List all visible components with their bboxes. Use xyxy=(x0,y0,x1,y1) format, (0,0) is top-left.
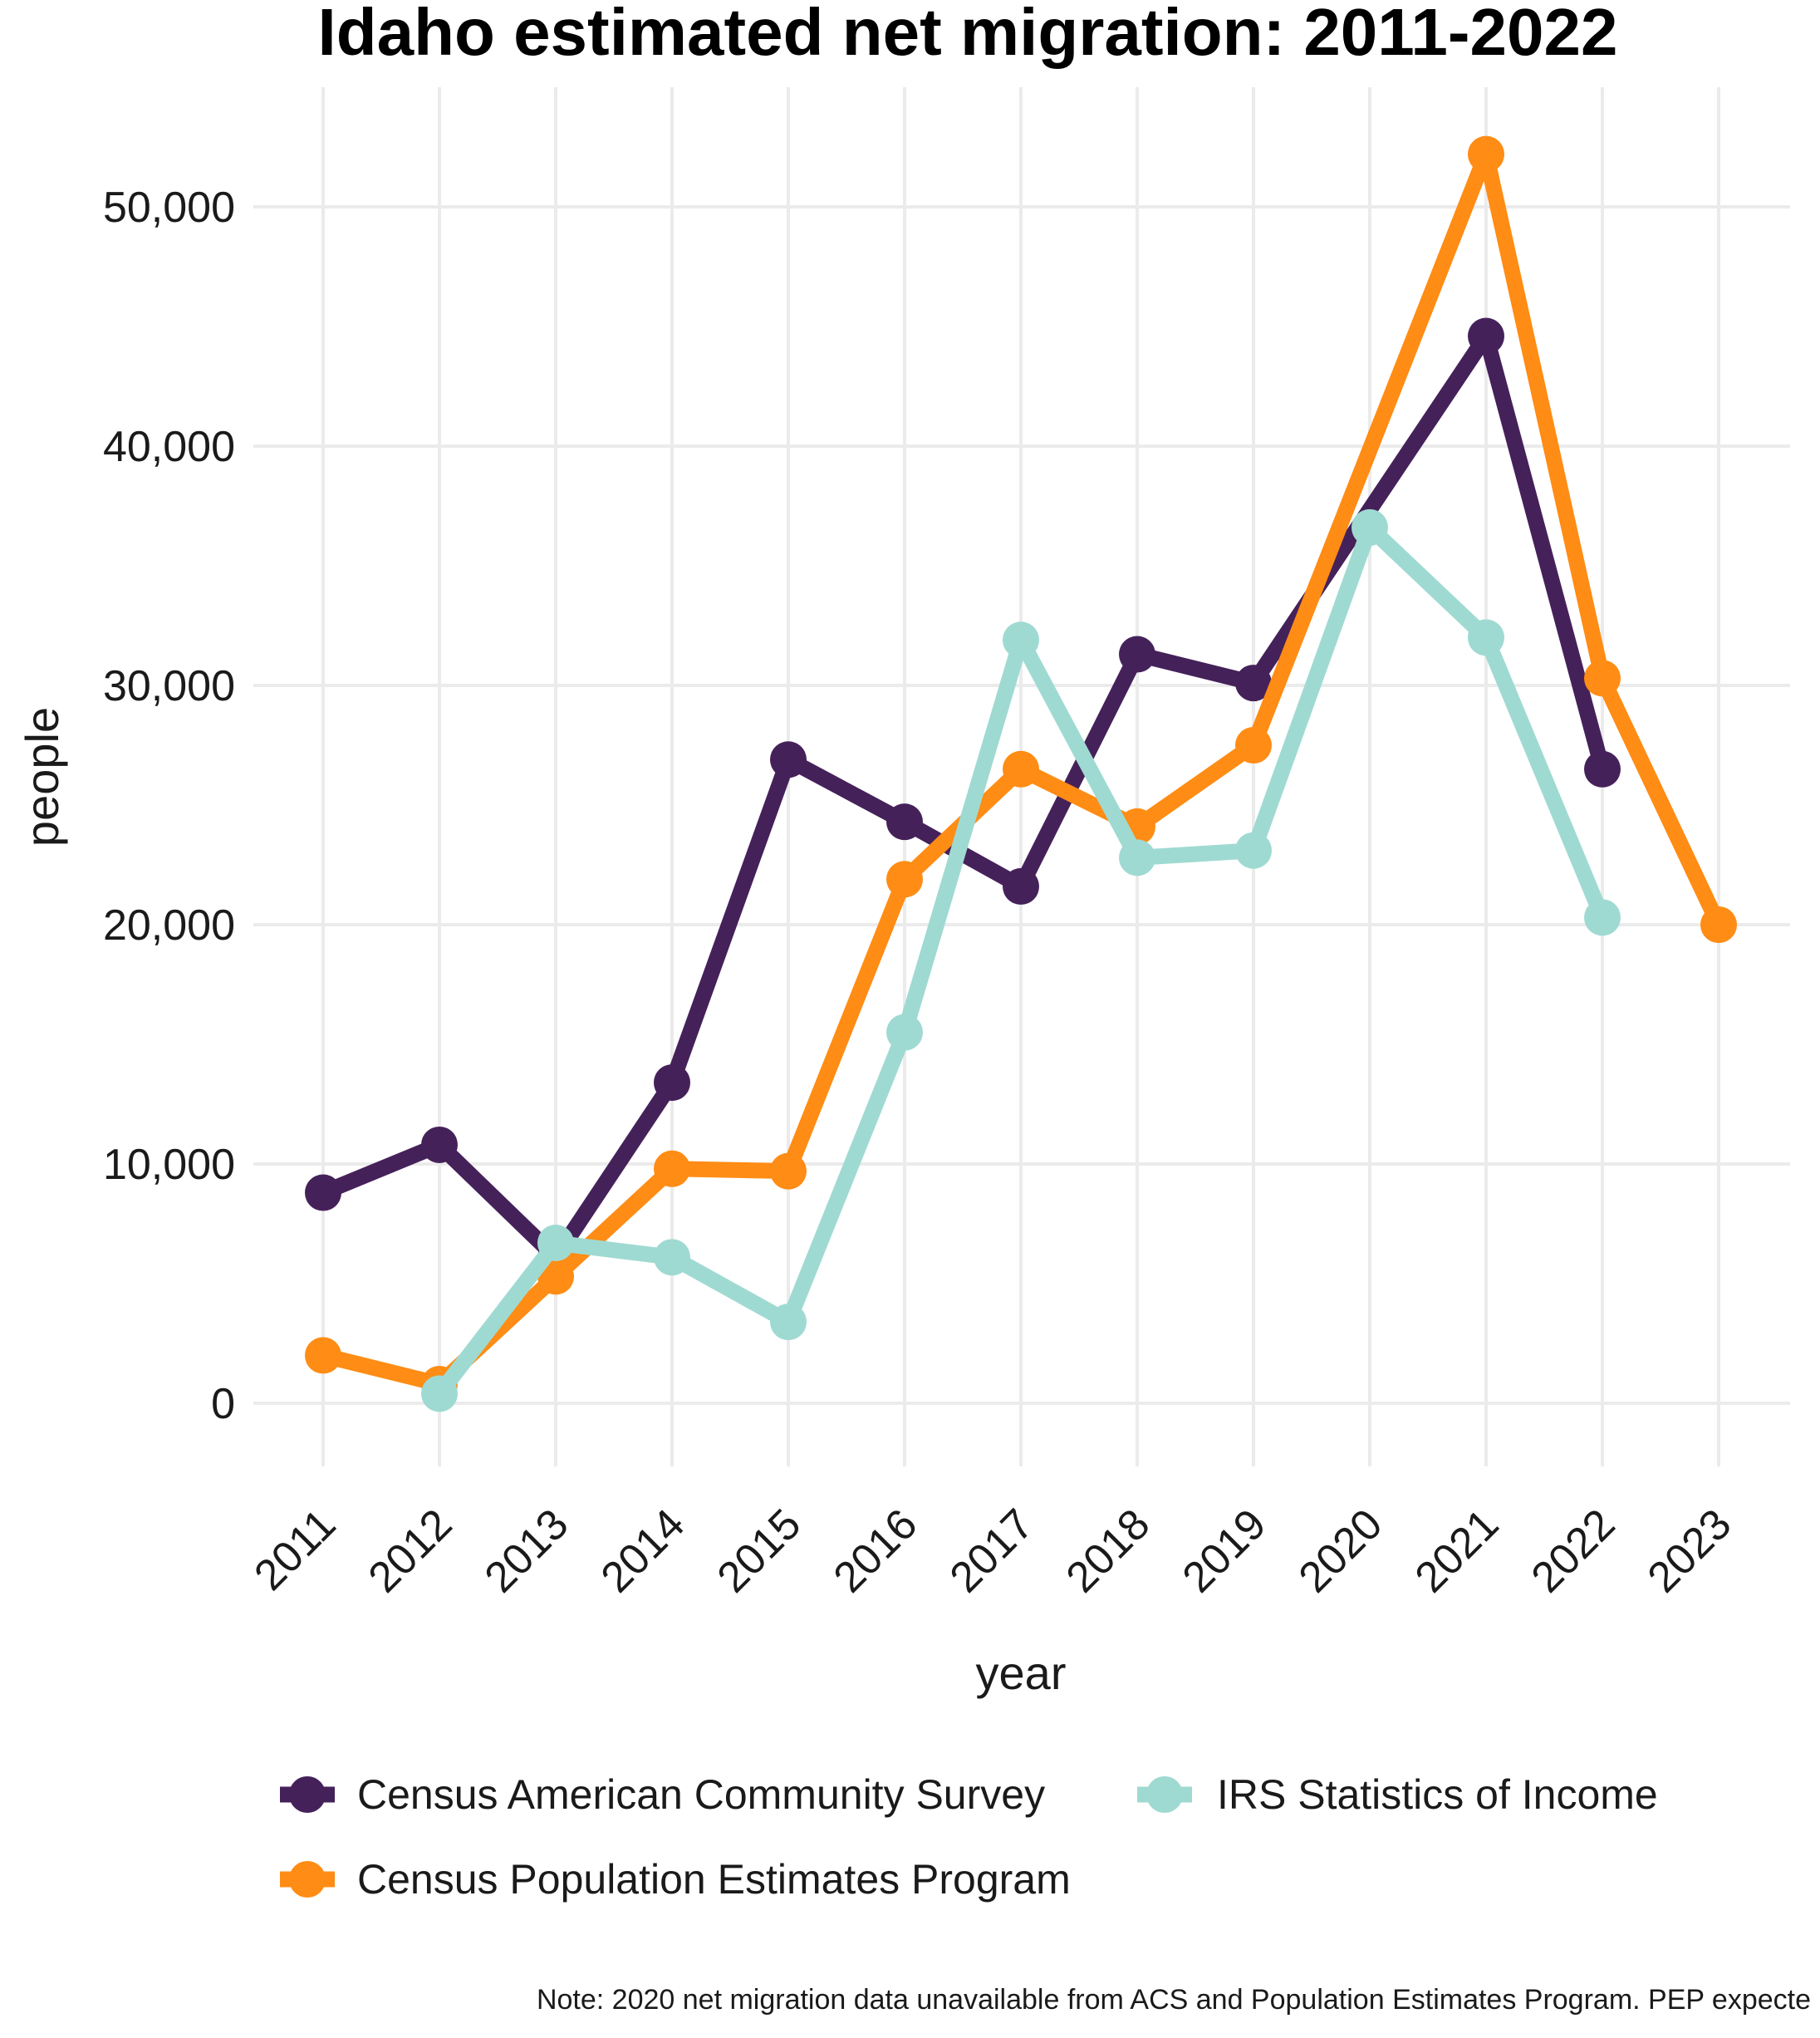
y-axis-title: people xyxy=(16,707,68,847)
data-point xyxy=(1352,508,1388,546)
data-point xyxy=(1235,665,1272,702)
data-point xyxy=(1468,317,1504,355)
data-point xyxy=(1003,750,1039,788)
y-tick-label: 40,000 xyxy=(103,423,235,471)
data-point xyxy=(421,1375,458,1412)
legend-item: Census American Community Survey xyxy=(280,1771,1045,1818)
data-point xyxy=(886,861,923,898)
y-tick-label: 10,000 xyxy=(103,1141,235,1189)
legend-label: Census Population Estimates Program xyxy=(357,1856,1071,1903)
x-tick-label: 2021 xyxy=(1406,1500,1508,1602)
data-point xyxy=(654,1150,690,1187)
x-tick-label: 2012 xyxy=(360,1500,462,1602)
y-tick-label: 0 xyxy=(211,1380,235,1428)
data-point xyxy=(770,1152,807,1190)
series-line xyxy=(315,328,1611,1265)
x-tick-label: 2013 xyxy=(476,1500,578,1602)
data-point xyxy=(1235,727,1272,764)
x-tick-label: 2022 xyxy=(1523,1500,1625,1602)
data-point xyxy=(305,1337,341,1374)
legend-item: IRS Statistics of Income xyxy=(1137,1771,1658,1818)
data-point xyxy=(770,1304,807,1341)
data-point xyxy=(421,1126,458,1163)
data-point xyxy=(1468,135,1504,173)
data-point xyxy=(886,803,923,841)
data-point xyxy=(1468,619,1504,656)
data-point xyxy=(1584,750,1621,788)
x-tick-label: 2023 xyxy=(1639,1500,1741,1602)
x-axis-title: year xyxy=(976,1647,1067,1699)
x-tick-label: 2014 xyxy=(592,1500,694,1602)
y-tick-label: 50,000 xyxy=(103,184,235,232)
legend-label: Census American Community Survey xyxy=(357,1771,1045,1818)
legend-key-point xyxy=(1146,1776,1183,1813)
data-point xyxy=(654,1239,690,1276)
data-point xyxy=(1119,839,1155,877)
legend-key-point xyxy=(289,1776,326,1813)
x-tick-label: 2019 xyxy=(1174,1500,1276,1602)
data-point xyxy=(1700,906,1737,943)
series-layer xyxy=(305,135,1737,1412)
legend: Census American Community Survey Census P… xyxy=(280,1771,1658,1903)
x-tick-label: 2011 xyxy=(245,1500,345,1599)
y-tick-label: 20,000 xyxy=(103,901,235,950)
x-tick-label: 2017 xyxy=(941,1500,1043,1602)
data-point xyxy=(654,1064,690,1102)
data-point xyxy=(1584,660,1621,697)
legend-key-point xyxy=(289,1861,326,1898)
data-point xyxy=(1119,636,1155,673)
data-point xyxy=(1003,867,1039,905)
x-tick-label: 2020 xyxy=(1290,1500,1392,1602)
series-group xyxy=(421,508,1621,1412)
legend-label: IRS Statistics of Income xyxy=(1217,1771,1658,1818)
x-tick-label: 2018 xyxy=(1057,1500,1160,1602)
data-point xyxy=(1584,899,1621,936)
y-tick-label: 30,000 xyxy=(103,662,235,710)
data-point xyxy=(770,741,807,778)
x-tick-label: 2016 xyxy=(825,1500,927,1602)
data-point xyxy=(886,1014,923,1051)
data-point xyxy=(1003,621,1039,659)
legend-item: Census Population Estimates Program xyxy=(280,1856,1071,1903)
chart-title: Idaho estimated net migration: 2011-2022 xyxy=(318,0,1618,69)
x-tick-label: 2015 xyxy=(709,1500,811,1602)
footnote: Note: 2020 net migration data unavailabl… xyxy=(537,1984,1811,2016)
data-point xyxy=(305,1174,341,1211)
series-group xyxy=(305,317,1621,1276)
data-point xyxy=(1235,832,1272,869)
data-point xyxy=(537,1225,574,1262)
